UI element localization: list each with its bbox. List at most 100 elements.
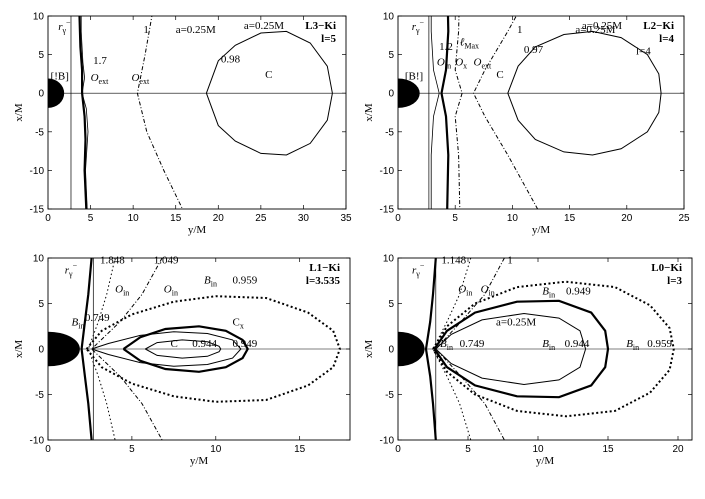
annotation-label: 1	[517, 24, 523, 36]
x-tick-label: 10	[507, 213, 519, 224]
annotation-label: 0.944	[565, 338, 590, 350]
x-axis-label: y/M	[190, 455, 209, 467]
annotation-label: ℓMax	[460, 36, 479, 50]
x-tick-label: 20	[621, 213, 633, 224]
black-hole	[48, 331, 80, 367]
annotation-label: C	[170, 338, 177, 350]
axes-frame	[397, 15, 685, 210]
x-tick-label: 0	[395, 444, 401, 455]
x-tick-label: 35	[340, 213, 352, 224]
y-tick-label: -15	[380, 205, 395, 216]
y-tick-label: 0	[38, 345, 44, 356]
y-axis-label: x/M	[13, 340, 25, 359]
annotation-label: Oext	[474, 56, 493, 70]
annotation-label: 0.959	[647, 338, 672, 350]
panel-param: a=0.25M	[244, 20, 284, 32]
x-tick-label: 30	[298, 213, 310, 224]
annotation-label: 1.848	[100, 254, 125, 266]
annotation-label: Bin	[542, 338, 555, 352]
series-line-4	[435, 258, 505, 440]
annotation-label: Oext	[131, 72, 150, 86]
y-axis-label: x/M	[363, 103, 375, 122]
annotation-label: rγ−	[412, 261, 425, 278]
series-line-2	[78, 16, 88, 209]
annotation-label: a=0.25M	[575, 24, 615, 36]
series-line-6	[424, 258, 437, 440]
annotation-label: 0.749	[85, 312, 110, 324]
x-tick-label: 10	[210, 444, 222, 455]
x-axis-label: y/M	[536, 455, 555, 467]
annotation-label: Ox	[455, 56, 467, 70]
series-line-4	[472, 16, 539, 209]
y-tick-label: 5	[38, 299, 44, 310]
y-tick-label: -10	[30, 166, 45, 177]
series-line-3	[145, 339, 222, 359]
y-tick-label: -15	[30, 205, 45, 216]
x-tick-label: 15	[170, 213, 182, 224]
black-hole	[398, 331, 425, 367]
series-line-2	[440, 16, 450, 209]
y-tick-label: 5	[38, 50, 44, 61]
annotation-label: 0.97	[524, 44, 544, 56]
series-line-1	[430, 16, 440, 209]
annotation-label: Cx	[233, 316, 244, 330]
black-hole	[48, 78, 65, 108]
x-tick-label: 15	[564, 213, 576, 224]
x-tick-label: 0	[45, 444, 51, 455]
annotation-label: C	[265, 69, 272, 81]
annotation-label: Oin	[458, 284, 472, 298]
x-tick-label: 10	[532, 444, 544, 455]
annotation-label: 1	[507, 254, 513, 266]
plot-area	[398, 16, 684, 209]
y-tick-label: 5	[388, 299, 394, 310]
x-tick-label: 25	[678, 213, 690, 224]
axes-frame	[47, 15, 347, 210]
chart-panel-1: 0 5 10 15 20 25 30 35 -15 -10 -5 0 5 10 y/M x/M L3−Ki a=0…	[13, 12, 352, 237]
panel-param: l=3.535	[306, 275, 341, 287]
y-tick-label: 0	[388, 345, 394, 356]
annotation-label: 0.949	[566, 285, 591, 297]
x-tick-label: 0	[395, 213, 401, 224]
annotation-label: Bin	[204, 274, 217, 288]
y-tick-label: 10	[33, 12, 45, 23]
series-line-4	[205, 30, 333, 156]
x-tick-label: 5	[88, 213, 94, 224]
annotation-label: Bin	[71, 316, 84, 330]
x-tick-label: 25	[255, 213, 267, 224]
panel-title: L2−Ki	[643, 20, 674, 32]
x-tick-label: 0	[45, 213, 51, 224]
y-tick-label: -10	[380, 166, 395, 177]
annotation-label: 1	[143, 24, 149, 36]
annotation-label: 0.749	[460, 338, 485, 350]
annotation-label: 0.944	[192, 338, 217, 350]
annotation-label: rγ−	[58, 18, 71, 35]
panel-param: a=0.25M	[582, 20, 622, 32]
series-line-2	[433, 299, 610, 399]
annotation-label: 0.959	[233, 274, 258, 286]
chart-panel-2: 0 5 10 15 20 25 -15 -10 -5 0 5 10 y/M x/M L2−Ki a=0.25M…	[363, 12, 690, 237]
x-tick-label: 5	[465, 444, 471, 455]
annotation-label: rγ−	[412, 18, 425, 35]
y-tick-label: -5	[35, 127, 44, 138]
black-hole	[398, 78, 420, 108]
plot-area	[398, 258, 692, 440]
plot-area	[48, 16, 346, 209]
annotation-label: 1.2	[439, 41, 453, 53]
annotation-label: 1.148	[441, 254, 466, 266]
series-line-3	[435, 312, 587, 386]
panel-param: l=4	[659, 33, 674, 45]
y-tick-label: -5	[385, 390, 394, 401]
annotation-label: Bin	[626, 338, 639, 352]
plot-area	[48, 258, 350, 440]
y-axis-label: x/M	[363, 340, 375, 359]
annotation-label: a=0.25M	[176, 24, 216, 36]
series-line-2	[122, 325, 249, 373]
annotation-label: l=4	[636, 46, 651, 58]
panel-param: l=3	[667, 275, 682, 287]
y-tick-label: 10	[383, 12, 395, 23]
panel-title: L1−Ki	[309, 262, 340, 274]
y-tick-label: -10	[30, 436, 45, 447]
annotation-label: Oin	[115, 284, 129, 298]
